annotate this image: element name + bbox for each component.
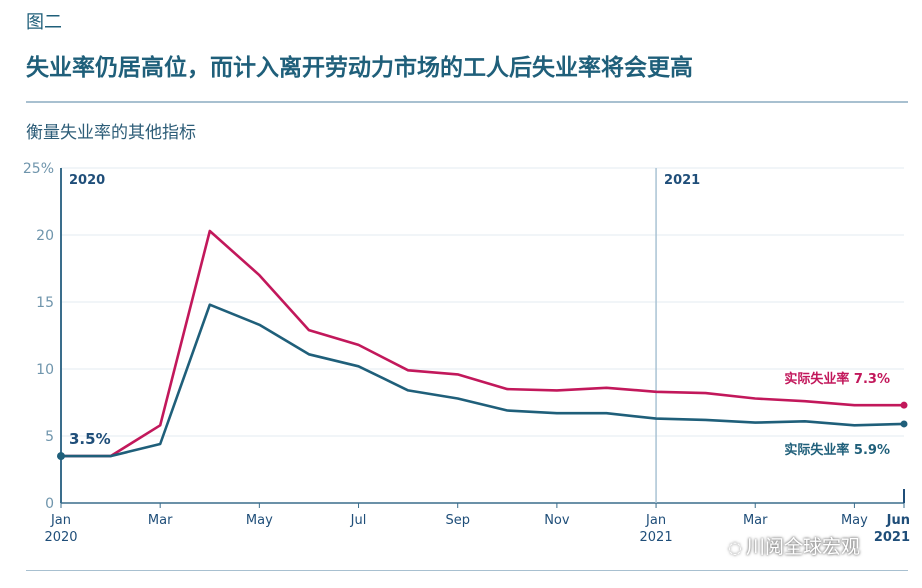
series-line <box>61 303 905 458</box>
year-marker-label: 2021 <box>664 173 700 188</box>
wechat-icon: ◌ <box>728 538 742 557</box>
x-tick-label: Mar <box>743 513 768 528</box>
x-tick-label: Sep <box>445 513 470 528</box>
x-tick-label: Jan <box>645 513 666 528</box>
year-marker-label: 2020 <box>69 173 105 188</box>
chart-subtitle: 衡量失业率的其他指标 <box>26 123 196 143</box>
x-tick-label: Jun <box>886 513 910 528</box>
watermark: ◌ 川阅全球宏观 <box>728 532 860 559</box>
y-tick-label: 25% <box>23 161 54 177</box>
series-end-label: 实际失业率 7.3% <box>784 371 890 387</box>
top-divider <box>26 101 908 103</box>
x-tick-year-label: 2020 <box>44 530 77 545</box>
chart-headline: 失业率仍居高位，而计入离开劳动力市场的工人后失业率将会更高 <box>26 54 693 81</box>
x-tick-label: May <box>841 513 868 528</box>
x-tick-label: Jan <box>50 513 71 528</box>
series-end-point <box>900 420 908 428</box>
series-end-point <box>900 401 908 409</box>
figure-label: 图二 <box>26 12 62 33</box>
x-tick-label: Nov <box>544 513 570 528</box>
start-annotation: 3.5% <box>69 430 111 448</box>
x-tick-year-label: 2021 <box>640 530 673 545</box>
x-tick-label: Mar <box>148 513 173 528</box>
y-tick-label: 0 <box>45 496 54 512</box>
y-tick-label: 20 <box>36 228 54 244</box>
series-line <box>61 229 904 458</box>
watermark-text: 川阅全球宏观 <box>745 536 860 558</box>
y-tick-label: 15 <box>36 295 54 311</box>
x-tick-year-label: 2021 <box>874 530 910 545</box>
bottom-divider <box>26 570 908 571</box>
y-tick-label: 10 <box>36 362 54 378</box>
x-tick-label: Jul <box>350 513 367 528</box>
x-tick-label: May <box>246 513 273 528</box>
series-end-label: 实际失业率 5.9% <box>784 442 890 458</box>
start-point <box>57 452 65 461</box>
y-tick-label: 5 <box>45 429 54 445</box>
